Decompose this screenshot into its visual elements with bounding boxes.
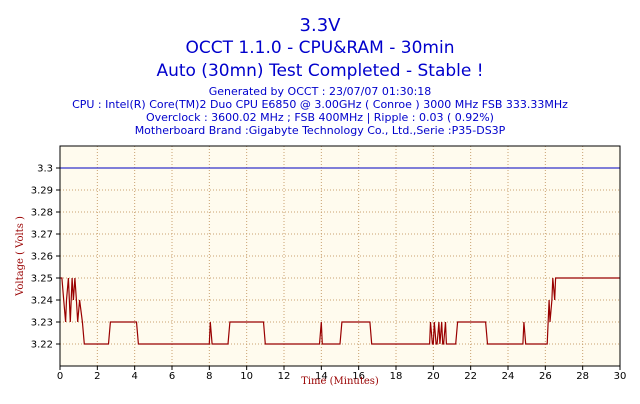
x-tick-label-8: 16 xyxy=(352,371,365,382)
y-tick-label-2: 3.24 xyxy=(31,296,53,307)
x-tick-label-6: 12 xyxy=(278,371,291,382)
info-line-motherboard: Motherboard Brand :Gigabyte Technology C… xyxy=(134,124,506,137)
x-tick-label-10: 20 xyxy=(427,371,440,382)
y-axis-ticks: 3.22 3.23 3.24 3.25 3.26 3.27 3.28 3.29 3.3 xyxy=(31,164,60,351)
x-tick-label-5: 10 xyxy=(240,371,253,382)
y-axis-label: Voltage ( Volts ) xyxy=(15,216,26,297)
x-tick-label-11: 22 xyxy=(464,371,477,382)
test-status: Auto (30mn) Test Completed - Stable ! xyxy=(156,61,484,81)
series-line-3v3 xyxy=(60,277,620,345)
y-tick-label-8: 3.3 xyxy=(37,164,53,175)
x-tick-label-15: 30 xyxy=(614,371,627,382)
y-tick-label-4: 3.26 xyxy=(31,252,53,263)
x-tick-label-1: 2 xyxy=(94,371,100,382)
x-tick-label-12: 24 xyxy=(502,371,515,382)
x-tick-label-14: 28 xyxy=(576,371,589,382)
y-tick-label-0: 3.22 xyxy=(31,340,53,351)
y-tick-label-7: 3.29 xyxy=(31,186,53,197)
x-tick-label-9: 18 xyxy=(390,371,403,382)
info-line-generated: Generated by OCCT : 23/07/07 01:30:18 xyxy=(208,85,432,98)
x-tick-label-2: 4 xyxy=(131,371,137,382)
y-tick-label-3: 3.25 xyxy=(31,274,53,285)
y-tick-label-6: 3.28 xyxy=(31,208,53,219)
info-line-overclock: Overclock : 3600.02 MHz ; FSB 400MHz | R… xyxy=(146,111,494,124)
x-tick-label-7: 14 xyxy=(315,371,328,382)
x-axis-label: Time (Minutes) xyxy=(301,376,379,387)
x-tick-label-4: 8 xyxy=(206,371,212,382)
x-tick-label-0: 0 xyxy=(57,371,63,382)
y-tick-label-1: 3.23 xyxy=(31,318,53,329)
y-tick-label-5: 3.27 xyxy=(31,230,53,241)
chart-title: 3.3V xyxy=(299,15,341,36)
x-axis-ticks: 0 2 4 6 8 10 12 14 16 18 20 22 24 26 28 30 xyxy=(57,366,627,382)
info-line-cpu: CPU : Intel(R) Core(TM)2 Duo CPU E6850 @… xyxy=(72,98,568,111)
x-tick-label-13: 26 xyxy=(539,371,552,382)
x-tick-label-3: 6 xyxy=(169,371,175,382)
chart-subtitle: OCCT 1.1.0 - CPU&RAM - 30min xyxy=(185,38,455,58)
